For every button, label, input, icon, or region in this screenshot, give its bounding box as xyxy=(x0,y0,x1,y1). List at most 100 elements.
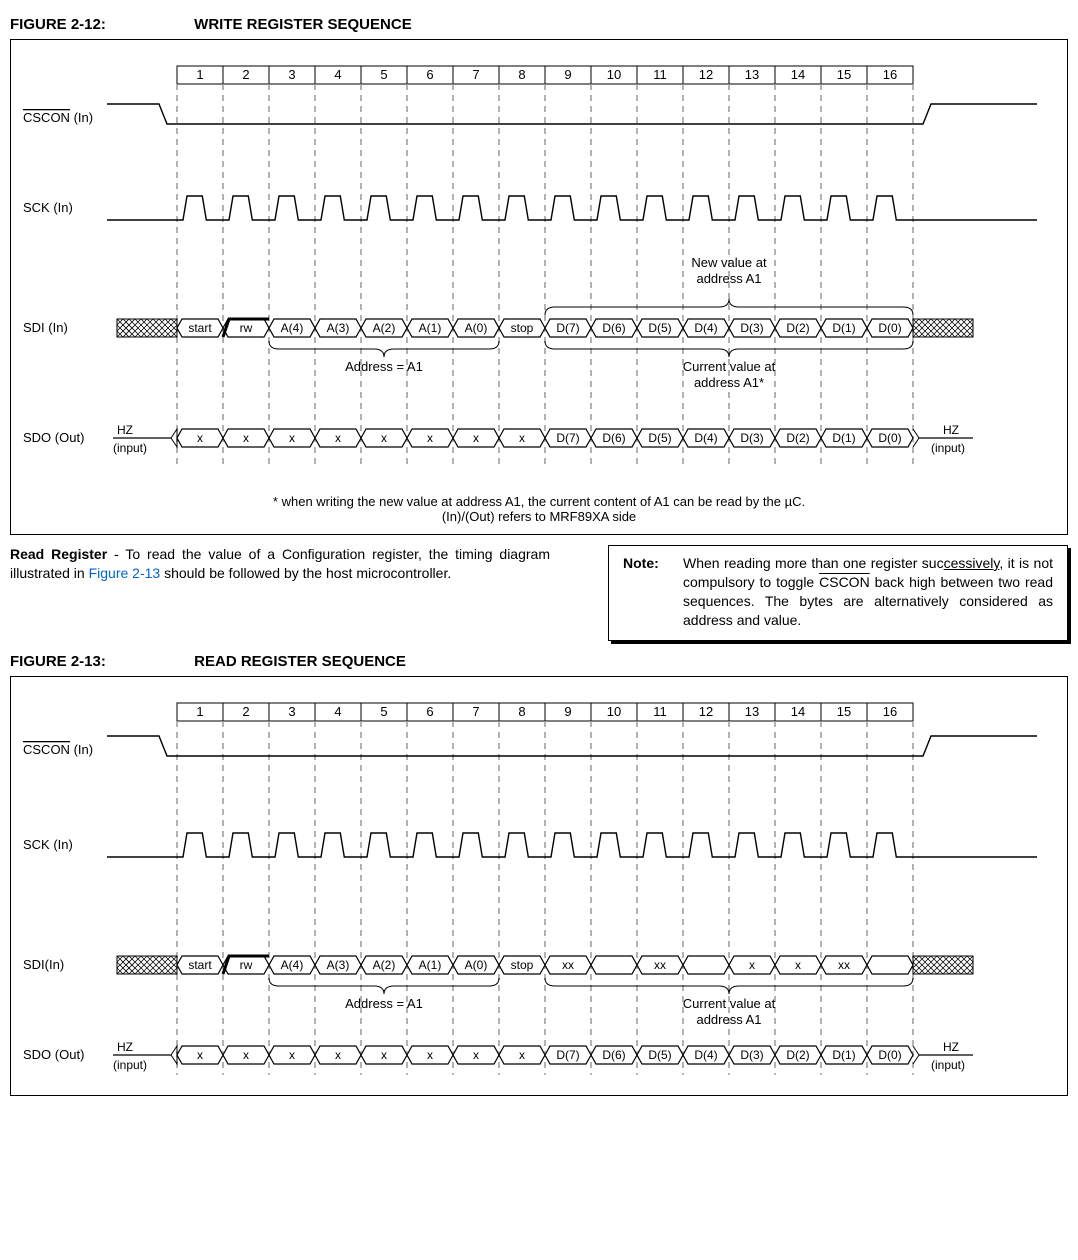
svg-text:5: 5 xyxy=(380,704,387,719)
svg-text:address A1*: address A1* xyxy=(694,375,764,390)
figure-caption: WRITE REGISTER SEQUENCE xyxy=(194,16,412,33)
svg-text:D(0): D(0) xyxy=(878,321,901,335)
svg-text:x: x xyxy=(519,431,525,445)
svg-text:13: 13 xyxy=(745,704,759,719)
svg-text:(input): (input) xyxy=(931,1058,965,1072)
svg-text:xx: xx xyxy=(562,958,574,972)
svg-text:CSCON (In): CSCON (In) xyxy=(23,110,93,125)
figure-number: FIGURE 2-13: xyxy=(10,653,190,670)
svg-text:(input): (input) xyxy=(113,441,147,455)
svg-text:A(2): A(2) xyxy=(373,321,396,335)
svg-text:12: 12 xyxy=(699,67,713,82)
figure-2-12-footnote: * when writing the new value at address … xyxy=(17,494,1061,524)
svg-text:HZ: HZ xyxy=(117,423,133,437)
svg-text:D(6): D(6) xyxy=(602,431,625,445)
svg-text:SDO (Out): SDO (Out) xyxy=(23,430,84,445)
svg-text:rw: rw xyxy=(240,958,253,972)
svg-text:1: 1 xyxy=(196,67,203,82)
svg-text:New value at: New value at xyxy=(691,255,767,270)
note-box: Note: When reading more than one registe… xyxy=(608,545,1068,641)
svg-text:D(2): D(2) xyxy=(786,431,809,445)
svg-text:x: x xyxy=(335,1048,341,1062)
svg-text:3: 3 xyxy=(288,67,295,82)
svg-text:10: 10 xyxy=(607,67,621,82)
svg-text:D(5): D(5) xyxy=(648,1048,671,1062)
timing-diagram-svg: 12345678910111213141516CSCON (In)SCK (In… xyxy=(17,48,1047,488)
timing-diagram-svg: 12345678910111213141516CSCON (In)SCK (In… xyxy=(17,685,1047,1085)
svg-text:D(1): D(1) xyxy=(832,321,855,335)
svg-text:HZ: HZ xyxy=(943,1040,959,1054)
svg-text:Address = A1: Address = A1 xyxy=(345,359,423,374)
figure-2-13-link[interactable]: Figure 2-13 xyxy=(89,565,161,581)
svg-text:9: 9 xyxy=(564,67,571,82)
svg-text:x: x xyxy=(427,1048,433,1062)
svg-text:D(1): D(1) xyxy=(832,1048,855,1062)
svg-text:8: 8 xyxy=(518,67,525,82)
svg-text:D(7): D(7) xyxy=(556,321,579,335)
svg-text:x: x xyxy=(795,958,801,972)
svg-text:D(2): D(2) xyxy=(786,1048,809,1062)
svg-text:A(1): A(1) xyxy=(419,321,442,335)
svg-text:SDI(In): SDI(In) xyxy=(23,957,64,972)
svg-text:(input): (input) xyxy=(931,441,965,455)
svg-text:D(1): D(1) xyxy=(832,431,855,445)
svg-text:Address = A1: Address = A1 xyxy=(345,996,423,1011)
svg-text:D(7): D(7) xyxy=(556,431,579,445)
svg-text:Current value at: Current value at xyxy=(683,996,776,1011)
svg-text:SDI (In): SDI (In) xyxy=(23,320,68,335)
svg-text:A(1): A(1) xyxy=(419,958,442,972)
svg-text:SCK (In): SCK (In) xyxy=(23,200,73,215)
svg-text:D(6): D(6) xyxy=(602,1048,625,1062)
figure-caption: READ REGISTER SEQUENCE xyxy=(194,653,406,670)
svg-text:A(0): A(0) xyxy=(465,958,488,972)
svg-text:1: 1 xyxy=(196,704,203,719)
svg-text:x: x xyxy=(381,431,387,445)
read-register-paragraph: Read Register - To read the value of a C… xyxy=(10,545,550,583)
svg-text:start: start xyxy=(188,321,212,335)
figure-number: FIGURE 2-12: xyxy=(10,16,190,33)
svg-text:stop: stop xyxy=(511,321,534,335)
figure-2-13-title: FIGURE 2-13: READ REGISTER SEQUENCE xyxy=(10,653,1068,670)
svg-text:6: 6 xyxy=(426,704,433,719)
svg-text:A(3): A(3) xyxy=(327,958,350,972)
svg-text:start: start xyxy=(188,958,212,972)
svg-text:CSCON (In): CSCON (In) xyxy=(23,742,93,757)
svg-text:D(4): D(4) xyxy=(694,321,717,335)
svg-text:15: 15 xyxy=(837,67,851,82)
svg-text:address A1: address A1 xyxy=(696,1012,761,1027)
svg-text:7: 7 xyxy=(472,67,479,82)
svg-text:stop: stop xyxy=(511,958,534,972)
svg-text:D(3): D(3) xyxy=(740,431,763,445)
svg-text:D(2): D(2) xyxy=(786,321,809,335)
svg-text:15: 15 xyxy=(837,704,851,719)
svg-text:3: 3 xyxy=(288,704,295,719)
svg-text:x: x xyxy=(197,431,203,445)
svg-text:14: 14 xyxy=(791,67,805,82)
svg-text:8: 8 xyxy=(518,704,525,719)
svg-text:x: x xyxy=(473,1048,479,1062)
svg-text:11: 11 xyxy=(653,704,667,719)
svg-text:xx: xx xyxy=(838,958,850,972)
svg-text:A(3): A(3) xyxy=(327,321,350,335)
svg-text:SDO (Out): SDO (Out) xyxy=(23,1047,84,1062)
svg-text:A(4): A(4) xyxy=(281,321,304,335)
svg-text:D(3): D(3) xyxy=(740,1048,763,1062)
svg-text:4: 4 xyxy=(334,704,341,719)
svg-text:D(3): D(3) xyxy=(740,321,763,335)
svg-text:A(0): A(0) xyxy=(465,321,488,335)
svg-text:9: 9 xyxy=(564,704,571,719)
svg-text:x: x xyxy=(197,1048,203,1062)
svg-text:16: 16 xyxy=(883,67,897,82)
svg-text:11: 11 xyxy=(653,67,667,82)
svg-text:SCK (In): SCK (In) xyxy=(23,837,73,852)
svg-text:x: x xyxy=(473,431,479,445)
svg-text:D(7): D(7) xyxy=(556,1048,579,1062)
svg-text:x: x xyxy=(519,1048,525,1062)
svg-text:A(4): A(4) xyxy=(281,958,304,972)
svg-text:x: x xyxy=(427,431,433,445)
figure-2-13-diagram: 12345678910111213141516CSCON (In)SCK (In… xyxy=(10,676,1068,1096)
svg-text:x: x xyxy=(381,1048,387,1062)
svg-text:4: 4 xyxy=(334,67,341,82)
svg-text:address A1: address A1 xyxy=(696,271,761,286)
svg-text:HZ: HZ xyxy=(943,423,959,437)
